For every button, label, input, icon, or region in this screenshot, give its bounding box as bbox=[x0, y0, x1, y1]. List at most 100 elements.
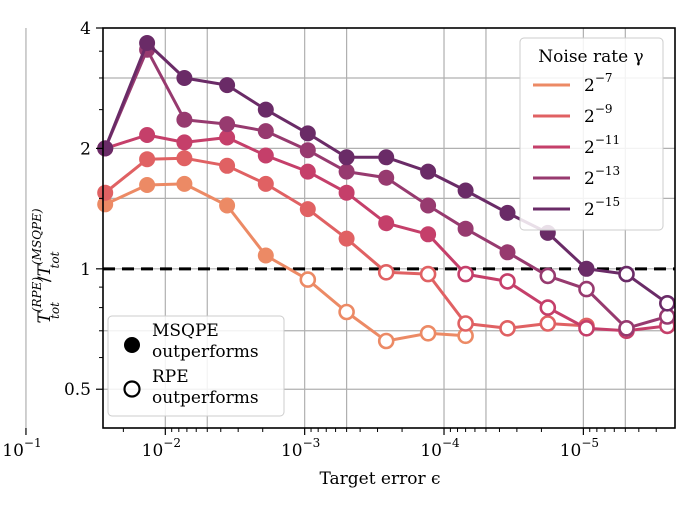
data-point-filled bbox=[219, 77, 236, 94]
data-point-hollow bbox=[299, 271, 317, 288]
marker-legend-box bbox=[107, 315, 285, 417]
series-4 bbox=[97, 35, 676, 312]
data-point-filled bbox=[176, 150, 193, 167]
data-point-filled bbox=[578, 260, 595, 277]
x-tick-label: 10−5 bbox=[560, 436, 599, 461]
legend-entry-base: 2 bbox=[584, 107, 595, 127]
data-point-filled bbox=[338, 184, 355, 201]
filled-marker-icon bbox=[124, 337, 140, 353]
x-tick-label: 10−4 bbox=[420, 436, 460, 461]
data-point-filled bbox=[420, 197, 437, 214]
data-point-filled bbox=[499, 204, 516, 221]
y-title-base1: T bbox=[35, 311, 55, 324]
data-point-hollow bbox=[419, 324, 437, 342]
data-point-filled bbox=[457, 220, 474, 237]
data-point-filled bbox=[257, 247, 274, 264]
series-line bbox=[104, 182, 466, 343]
y-tick-label: 0.5 bbox=[64, 380, 91, 400]
data-point-filled bbox=[457, 182, 474, 199]
msqpe-label-line1: MSQPE bbox=[152, 321, 219, 341]
y-title-sub1: tot bbox=[48, 302, 62, 319]
data-point-hollow bbox=[658, 308, 676, 325]
legend-entry-exponent: −11 bbox=[595, 133, 620, 147]
legend-entry-label: 2−13 bbox=[584, 164, 620, 189]
data-point-filled bbox=[257, 147, 274, 164]
msqpe-label-line2: outperforms bbox=[152, 342, 259, 362]
legend-entry-base: 2 bbox=[584, 138, 595, 158]
marker-legend: MSQPE outperforms RPE outperforms bbox=[107, 315, 285, 417]
data-point-filled bbox=[97, 140, 114, 157]
data-point-hollow bbox=[658, 294, 676, 312]
data-point-hollow bbox=[578, 280, 595, 298]
legend-entry-base: 2 bbox=[584, 169, 595, 189]
data-point-filled bbox=[257, 101, 274, 118]
x-tick-label: 10−2 bbox=[142, 436, 181, 461]
x-tick-label-exponent: −2 bbox=[163, 436, 181, 450]
y-title-sup1: (RPE) bbox=[30, 277, 44, 313]
y-title-slash: / bbox=[35, 276, 55, 282]
x-tick-label-exponent: −1 bbox=[24, 436, 42, 450]
legend-entry-label: 2−9 bbox=[584, 102, 613, 127]
data-point-hollow bbox=[578, 319, 595, 337]
data-point-hollow bbox=[457, 265, 474, 283]
data-point-filled bbox=[257, 175, 274, 192]
y-title-base2: T bbox=[35, 263, 55, 276]
data-point-filled bbox=[139, 177, 156, 193]
rpe-label-line2: outperforms bbox=[152, 388, 259, 408]
data-point-filled bbox=[219, 197, 236, 214]
data-point-filled bbox=[378, 169, 395, 186]
plot-frame bbox=[102, 27, 676, 429]
data-point-filled bbox=[299, 201, 316, 218]
data-point-filled bbox=[176, 70, 193, 86]
data-point-hollow bbox=[499, 273, 516, 290]
legend-entry-label: 2−15 bbox=[584, 195, 620, 220]
series-2 bbox=[97, 127, 676, 340]
x-tick-label-exponent: −4 bbox=[442, 436, 460, 450]
hollow-marker-icon bbox=[123, 380, 141, 398]
x-tick-label-exponent: −3 bbox=[303, 436, 321, 450]
y-title-sup2: (MSQPE) bbox=[30, 208, 44, 265]
data-point-filled bbox=[378, 215, 395, 232]
data-point-hollow bbox=[618, 319, 635, 337]
data-point-hollow bbox=[457, 315, 474, 332]
data-point-filled bbox=[420, 163, 437, 180]
data-point-hollow bbox=[618, 265, 635, 283]
x-tick-label-base: 10 bbox=[2, 441, 24, 461]
data-point-filled bbox=[299, 163, 316, 180]
data-point-filled bbox=[219, 129, 236, 146]
legend-entry-base: 2 bbox=[584, 76, 595, 96]
x-tick-label: 10−1 bbox=[2, 436, 41, 461]
data-point-hollow bbox=[377, 332, 395, 350]
data-point-filled bbox=[338, 163, 355, 180]
data-point-filled bbox=[378, 149, 395, 166]
legend-entries: 2−72−92−112−132−15 bbox=[533, 71, 620, 220]
data-point-filled bbox=[176, 175, 193, 192]
x-tick-label: 10−3 bbox=[281, 436, 320, 461]
legend-entry-exponent: −13 bbox=[595, 164, 620, 178]
legend-title: Noise rate γ bbox=[538, 47, 643, 67]
data-point-filled bbox=[176, 111, 193, 128]
data-point-filled bbox=[257, 123, 274, 140]
data-point-filled bbox=[299, 125, 316, 142]
data-point-hollow bbox=[499, 319, 516, 337]
legend-entry-label: 2−7 bbox=[584, 71, 613, 96]
legend-entry-exponent: −15 bbox=[595, 195, 620, 209]
data-point-filled bbox=[97, 184, 114, 201]
data-point-filled bbox=[139, 127, 156, 143]
data-point-filled bbox=[139, 151, 156, 168]
y-tick-label: 2 bbox=[80, 139, 91, 159]
noise-rate-legend: Noise rate γ 2−72−92−112−132−15 bbox=[519, 37, 664, 231]
y-tick-label: 4 bbox=[80, 19, 91, 39]
data-point-filled bbox=[338, 230, 355, 247]
data-point-hollow bbox=[338, 303, 355, 321]
data-point-hollow bbox=[539, 267, 557, 285]
y-tick-label: 1 bbox=[80, 260, 91, 280]
data-point-hollow bbox=[539, 299, 557, 316]
data-point-filled bbox=[219, 116, 236, 133]
data-point-hollow bbox=[419, 265, 437, 283]
y-axis-title: T(RPE) tot/T(MSQPE) tot bbox=[30, 208, 62, 323]
data-point-filled bbox=[176, 134, 193, 151]
series-layer bbox=[97, 35, 676, 350]
